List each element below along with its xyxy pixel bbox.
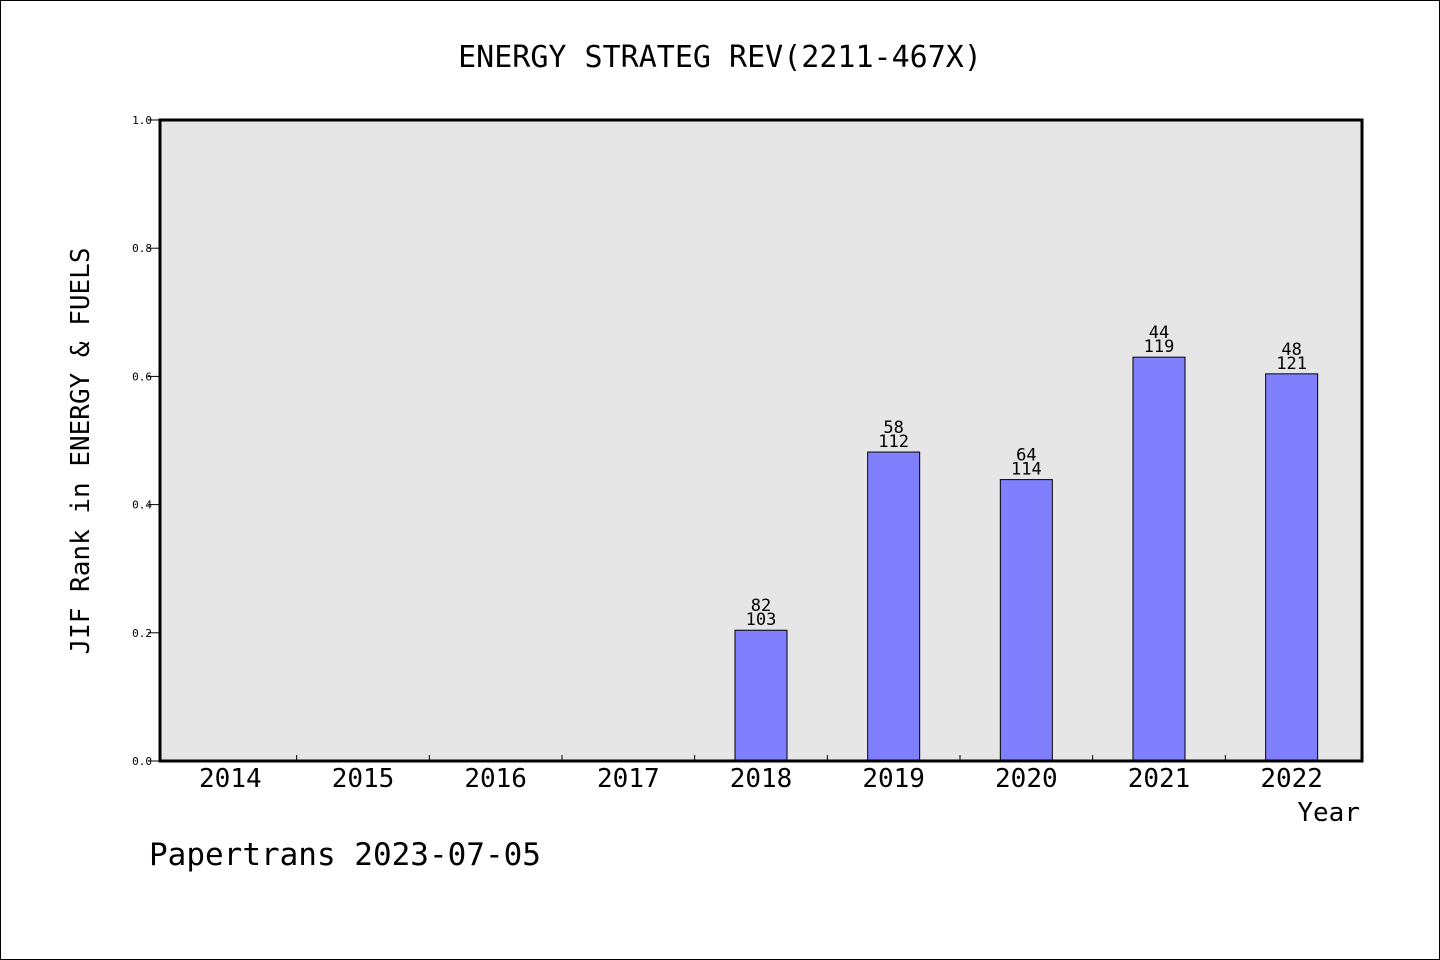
x-tick-label: 2017 bbox=[597, 764, 660, 794]
x-tick-label: 2022 bbox=[1260, 764, 1323, 794]
bar-2020 bbox=[999, 479, 1053, 762]
rank-label: 64 bbox=[1016, 446, 1036, 466]
total-label: 112 bbox=[878, 432, 909, 452]
x-tick-label: 2016 bbox=[464, 764, 527, 794]
x-tick-label: 2020 bbox=[995, 764, 1058, 794]
total-label: 103 bbox=[746, 610, 777, 630]
x-axis-label: Year bbox=[1297, 798, 1360, 828]
y-tick-label: 1.0 bbox=[132, 114, 152, 127]
x-tick-label: 2021 bbox=[1128, 764, 1191, 794]
bar-2022 bbox=[1265, 373, 1319, 762]
x-axis: 2014 2015 2016 2017 2018 2019 2020 2021 2022 bbox=[199, 755, 1323, 794]
y-tick-label: 0.8 bbox=[132, 242, 152, 255]
bar-2018 bbox=[734, 629, 788, 762]
rank-label: 48 bbox=[1281, 340, 1301, 360]
rank-label: 44 bbox=[1149, 323, 1169, 343]
y-axis: 0.0 0.2 0.4 0.6 0.8 1.0 bbox=[132, 114, 160, 768]
y-tick-label: 0.6 bbox=[132, 370, 152, 383]
chart-title: ENERGY STRATEG REV(2211-467X) bbox=[458, 40, 982, 75]
total-label: 114 bbox=[1011, 460, 1042, 480]
x-tick-label: 2015 bbox=[332, 764, 395, 794]
bar-2021 bbox=[1132, 356, 1186, 762]
total-label: 121 bbox=[1276, 354, 1307, 374]
x-tick-label: 2014 bbox=[199, 764, 262, 794]
y-axis-label: JIF Rank in ENERGY & FUELS bbox=[66, 248, 96, 655]
y-tick-label: 0.4 bbox=[132, 499, 152, 512]
plot-frame bbox=[158, 118, 1364, 763]
footer-credit: Papertrans 2023-07-05 bbox=[149, 837, 541, 873]
y-tick-label: 0.0 bbox=[132, 755, 152, 768]
rank-label: 82 bbox=[751, 596, 771, 616]
y-tick-label: 0.2 bbox=[132, 627, 152, 640]
bar-2019 bbox=[867, 451, 921, 762]
rank-label: 58 bbox=[883, 418, 903, 438]
x-tick-label: 2019 bbox=[862, 764, 925, 794]
total-label: 119 bbox=[1144, 337, 1175, 357]
x-tick-label: 2018 bbox=[730, 764, 793, 794]
